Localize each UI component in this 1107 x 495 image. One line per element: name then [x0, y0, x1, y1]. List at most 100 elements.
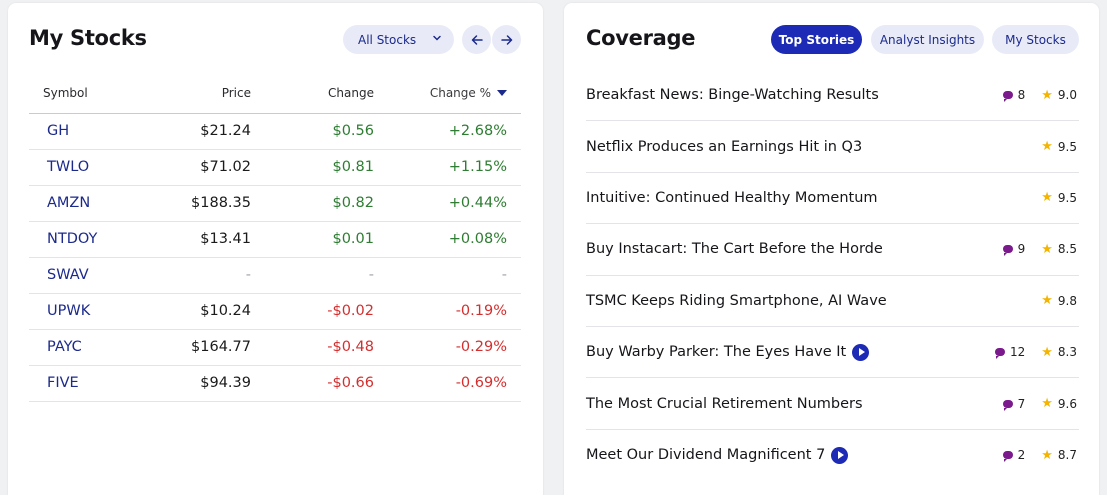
table-row[interactable]: UPWK $10.24 -$0.02 -0.19% [29, 294, 521, 330]
stock-change: -$0.66 [327, 375, 374, 391]
list-item[interactable]: Buy Warby Parker: The Eyes Have It 12 ★ 8… [586, 327, 1079, 379]
comment-icon [994, 348, 1005, 360]
rating: ★ 8.3 [1041, 345, 1077, 359]
star-icon: ★ [1041, 396, 1053, 412]
rating: ★ 9.6 [1041, 397, 1077, 411]
coverage-title: Coverage [586, 26, 696, 50]
stock-price: $94.39 [200, 375, 251, 391]
comment-count-value: 7 [1017, 396, 1026, 411]
stock-filter-dropdown[interactable]: All Stocks [343, 25, 454, 54]
story-title[interactable]: Buy Warby Parker: The Eyes Have It [586, 344, 847, 361]
stock-change: - [368, 267, 374, 283]
table-row[interactable]: AMZN $188.35 $0.82 +0.44% [29, 186, 521, 222]
story-title[interactable]: Buy Instacart: The Cart Before the Horde [586, 241, 883, 258]
play-video-icon[interactable] [831, 446, 849, 464]
stock-change-pct: +1.15% [448, 159, 507, 175]
list-item[interactable]: The Most Crucial Retirement Numbers 7 ★ 9… [586, 378, 1079, 430]
table-row[interactable]: SWAV - - - [29, 258, 521, 294]
list-item[interactable]: Intuitive: Continued Healthy Momentum ★ 9… [586, 173, 1079, 225]
stock-symbol[interactable]: GH [47, 123, 70, 139]
rating-value: 9.5 [1057, 190, 1077, 205]
stock-change-pct: +2.68% [448, 123, 507, 139]
column-header-change[interactable]: Change [328, 86, 374, 100]
stock-change-pct: +0.44% [448, 195, 507, 211]
star-icon: ★ [1041, 87, 1053, 103]
rating-value: 9.5 [1057, 139, 1077, 154]
rating-value: 9.6 [1057, 396, 1077, 411]
rating-value: 9.0 [1057, 88, 1077, 103]
stock-price: $21.24 [200, 123, 251, 139]
arrow-left-icon [471, 34, 483, 45]
comment-count-value: 8 [1017, 88, 1026, 103]
stock-price: $164.77 [191, 339, 251, 355]
list-item[interactable]: Buy Instacart: The Cart Before the Horde… [586, 224, 1079, 276]
comment-count-value: 12 [1009, 345, 1026, 360]
table-row[interactable]: PAYC $164.77 -$0.48 -0.29% [29, 330, 521, 366]
rating: ★ 9.5 [1041, 140, 1077, 154]
prev-page-button[interactable] [462, 25, 491, 54]
story-title[interactable]: Intuitive: Continued Healthy Momentum [586, 189, 878, 206]
stock-symbol[interactable]: NTDOY [47, 231, 98, 247]
rating: ★ 8.7 [1041, 448, 1077, 462]
rating-value: 9.8 [1057, 293, 1077, 308]
star-icon: ★ [1041, 447, 1053, 463]
stock-change-pct: +0.08% [448, 231, 507, 247]
story-title[interactable]: Breakfast News: Binge-Watching Results [586, 87, 879, 104]
my-stocks-card: My Stocks All Stocks Symbol Price Change… [8, 3, 543, 495]
coverage-card: Coverage Top Stories Analyst Insights My… [564, 3, 1099, 495]
chevron-down-icon [432, 33, 442, 46]
comment-count[interactable]: 7 [1002, 396, 1026, 411]
stock-symbol[interactable]: FIVE [47, 375, 79, 391]
story-title[interactable]: The Most Crucial Retirement Numbers [586, 395, 863, 412]
stock-change-pct: - [501, 267, 507, 283]
story-title[interactable]: Netflix Produces an Earnings Hit in Q3 [586, 138, 863, 155]
column-header-price[interactable]: Price [221, 86, 251, 100]
stock-symbol[interactable]: UPWK [47, 303, 91, 319]
rating-value: 8.7 [1057, 448, 1077, 463]
stock-price: $188.35 [191, 195, 251, 211]
next-page-button[interactable] [492, 25, 521, 54]
arrow-right-icon [500, 34, 512, 45]
stock-change: $0.56 [332, 123, 374, 139]
stock-change-pct: -0.69% [455, 375, 507, 391]
stock-symbol[interactable]: AMZN [47, 195, 91, 211]
stock-change: $0.81 [332, 159, 374, 175]
stock-price: - [245, 267, 251, 283]
stocks-table-body: GH $21.24 $0.56 +2.68% TWLO $71.02 $0.81… [29, 114, 521, 402]
play-video-icon[interactable] [852, 343, 870, 361]
sort-descending-icon [497, 90, 507, 96]
column-header-symbol[interactable]: Symbol [43, 86, 88, 100]
comment-count[interactable]: 2 [1002, 448, 1025, 463]
table-row[interactable]: FIVE $94.39 -$0.66 -0.69% [29, 366, 521, 402]
tab-top-stories[interactable]: Top Stories [771, 25, 862, 54]
list-item[interactable]: TSMC Keeps Riding Smartphone, AI Wave ★ 9… [586, 276, 1079, 327]
stock-change: -$0.48 [327, 339, 374, 355]
list-item[interactable]: Netflix Produces an Earnings Hit in Q3 ★… [586, 121, 1079, 173]
stock-change: $0.82 [332, 195, 374, 211]
stock-symbol[interactable]: PAYC [47, 339, 82, 355]
comment-icon [1002, 245, 1013, 257]
star-icon: ★ [1041, 344, 1053, 360]
stock-symbol[interactable]: SWAV [47, 267, 89, 283]
comment-count[interactable]: 9 [1002, 242, 1026, 257]
table-row[interactable]: NTDOY $13.41 $0.01 +0.08% [29, 222, 521, 258]
comment-icon [1002, 399, 1013, 411]
tab-my-stocks[interactable]: My Stocks [992, 25, 1079, 54]
list-item[interactable]: Meet Our Dividend Magnificent 7 2 ★ 8.7 [586, 430, 1079, 481]
tab-analyst-insights[interactable]: Analyst Insights [871, 25, 984, 54]
column-header-change-pct[interactable]: Change % [430, 86, 507, 100]
table-row[interactable]: TWLO $71.02 $0.81 +1.15% [29, 150, 521, 186]
rating-value: 8.3 [1057, 345, 1077, 360]
story-title[interactable]: TSMC Keeps Riding Smartphone, AI Wave [586, 292, 887, 309]
my-stocks-title: My Stocks [29, 26, 147, 50]
stock-change-pct: -0.19% [455, 303, 507, 319]
stock-symbol[interactable]: TWLO [47, 159, 90, 175]
comment-icon [1002, 451, 1013, 463]
story-title[interactable]: Meet Our Dividend Magnificent 7 [586, 447, 826, 464]
comment-count[interactable]: 8 [1002, 88, 1026, 103]
list-item[interactable]: Breakfast News: Binge-Watching Results 8… [586, 70, 1079, 122]
stock-change: -$0.02 [327, 303, 374, 319]
comment-count[interactable]: 12 [994, 345, 1026, 360]
comment-count-value: 9 [1017, 242, 1026, 257]
table-row[interactable]: GH $21.24 $0.56 +2.68% [29, 114, 521, 150]
